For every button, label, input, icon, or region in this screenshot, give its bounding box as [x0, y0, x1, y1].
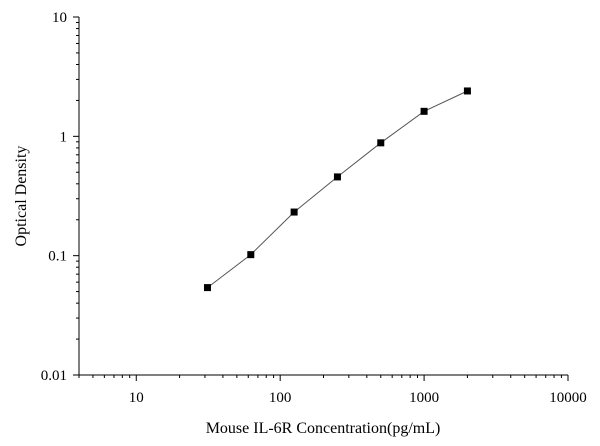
data-point-marker: [333, 173, 341, 181]
data-markers: [203, 87, 471, 292]
data-point-marker: [377, 139, 385, 147]
y-tick-label: 0.1: [48, 249, 67, 265]
x-ticks: [78, 375, 569, 381]
x-tick-label: 10000: [549, 390, 587, 406]
data-point-marker: [420, 107, 428, 115]
data-point-marker: [290, 208, 298, 216]
y-ticks: [73, 16, 79, 376]
data-point-marker: [247, 251, 255, 259]
y-tick-label: 10: [52, 10, 67, 26]
x-tick-label: 100: [269, 390, 292, 406]
x-tick-label: 10: [129, 390, 144, 406]
x-tick-labels: 10 100 1000 10000: [129, 390, 587, 406]
data-point-marker: [203, 284, 211, 292]
y-tick-labels: 0.01 0.1 1 10: [41, 10, 67, 384]
x-tick-label: 1000: [409, 390, 439, 406]
y-tick-label: 0.01: [41, 368, 67, 384]
fit-curve-line: [207, 90, 468, 288]
x-axis-title: Mouse IL-6R Concentration(pg/mL): [206, 420, 441, 437]
y-axis-title: Optical Density: [13, 146, 30, 247]
data-point-marker: [463, 87, 471, 95]
axes: [78, 17, 568, 376]
y-tick-label: 1: [60, 129, 68, 145]
